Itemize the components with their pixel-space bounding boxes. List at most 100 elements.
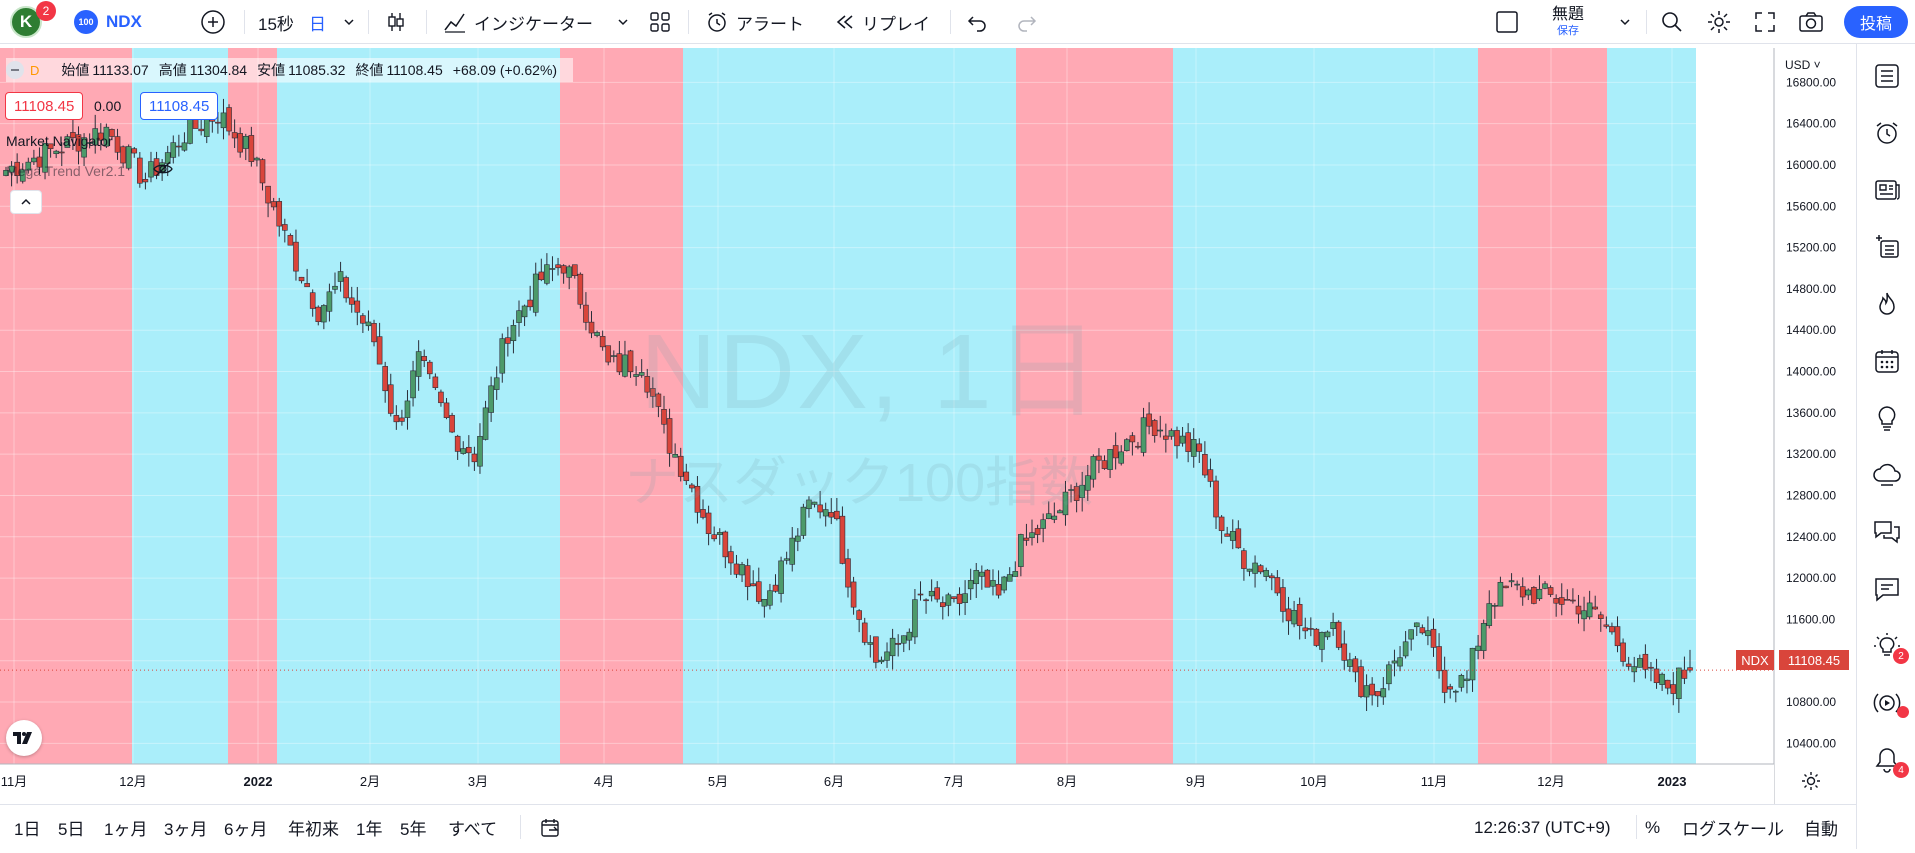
collapse-legend-icon[interactable] [6,61,24,79]
candle-body [421,356,428,361]
hidden-eye-icon[interactable] [152,160,174,183]
collapse-indicators-button[interactable] [10,190,42,214]
candle-body [1458,675,1465,688]
range-button[interactable]: 5日 [58,820,85,839]
candle-body [376,336,383,365]
candle-body [538,271,545,281]
candle-body [198,128,204,132]
currency-label[interactable]: USD ˅ [1785,58,1821,72]
settings-button[interactable] [1706,0,1732,44]
chats-button[interactable] [1872,517,1902,547]
candle-body [1508,580,1515,583]
fullscreen-button[interactable] [1754,0,1776,44]
candle-body [510,325,517,342]
candle-body [1581,610,1587,620]
layout-dropdown[interactable] [1618,0,1632,44]
candle-body [644,376,651,393]
search-button[interactable] [1660,0,1684,44]
range-button[interactable]: 3ヶ月 [164,820,208,839]
compare-add-button[interactable] [200,0,226,44]
layout-name-button[interactable]: 無題 保存 [1552,0,1584,44]
trend-zone [132,48,228,764]
indicator-market-navigator[interactable]: Market Navigator [6,133,113,149]
range-button[interactable]: 1年 [356,820,383,839]
delayed-data-badge[interactable]: D [30,62,40,78]
price-tick-label: 12400.00 [1786,530,1836,544]
undo-button[interactable] [966,0,988,44]
news-button[interactable] [1872,175,1902,205]
redo-button[interactable] [1016,0,1038,44]
clock-timezone[interactable]: 12:26:37 (UTC+9) [1474,817,1611,837]
time-tick-label: 8月 [1057,774,1077,789]
candle-body [477,436,483,467]
idea-notifications-button[interactable] [1872,631,1902,661]
fullscreen-icon [1755,12,1775,32]
ideas-button[interactable] [1872,403,1902,433]
range-button[interactable]: 5年 [400,820,427,839]
chart-type-button[interactable] [384,0,408,44]
messages-button[interactable] [1872,574,1902,604]
publish-button[interactable]: 投稿 [1844,6,1908,38]
goto-date-button[interactable] [540,805,562,850]
watchlist-button[interactable] [1872,61,1902,91]
bottom-toolbar: 1日 5日 1ヶ月 3ヶ月 6ヶ月 年初来 1年 5年 すべて 12:26:37 (UTC+9)… [0,804,1856,849]
calendar-button[interactable] [1872,346,1902,376]
description-watermark: ナスダック100指数 [625,453,1094,513]
sell-price-pill[interactable]: 11108.45 [5,92,84,120]
candle-body [677,455,684,477]
time-scale-settings-button[interactable] [1800,770,1822,797]
candle-body [795,535,801,542]
candle-body [1246,568,1253,572]
hotlists-button[interactable] [1872,289,1902,319]
streams-button[interactable] [1872,460,1902,490]
candle-body [1413,622,1420,628]
object-tree-button[interactable] [1872,232,1902,262]
interval-dropdown[interactable] [342,0,356,44]
toolbar-divider [950,10,951,34]
indicators-dropdown[interactable] [616,0,630,44]
candle-body [1531,587,1537,604]
interval-day-button[interactable]: 日 [309,14,326,34]
range-button[interactable]: 1ヶ月 [104,820,148,839]
candle-body [744,565,751,587]
candle-body [711,534,717,540]
price-chart[interactable]: 16800.00 16400.00 16000.00 15600.00 15200.00… [0,48,1856,848]
rewind-icon [836,15,853,29]
notifications-button[interactable] [1872,745,1902,775]
camera-icon [1799,12,1823,32]
candle-body [733,563,740,575]
price-tick-label: 16400.00 [1786,117,1836,131]
candle-body [1296,604,1303,627]
close-value: 11108.45 [386,62,443,78]
range-button[interactable]: 年初来 [288,820,339,839]
snapshot-button[interactable] [1798,0,1824,44]
candle-body [1620,642,1626,662]
range-button[interactable]: 1日 [14,820,41,839]
auto-scale-toggle[interactable]: 自動 [1804,820,1838,839]
tradingview-logo[interactable] [6,720,42,756]
chart-pane[interactable]: 16800.00 16400.00 16000.00 15600.00 15200.00… [0,48,1856,848]
candle-body [566,266,572,278]
candle-body [616,353,623,373]
interval-15s-button[interactable]: 15秒 [258,14,294,34]
replay-button[interactable]: リプレイ [834,0,930,44]
log-scale-toggle[interactable]: ログスケール [1682,820,1784,839]
spread-value: 0.00 [94,98,122,114]
candle-body [1642,653,1649,670]
buy-price-pill[interactable]: 11108.45 [140,92,219,120]
candle-body [750,583,757,587]
alerts-panel-button[interactable] [1872,118,1902,148]
candle-body [460,448,467,454]
live-stream-button[interactable] [1872,688,1902,718]
candle-body [845,558,851,588]
percent-toggle[interactable]: % [1645,817,1661,837]
indicator-mega-trend[interactable]: Mega Trend Ver2.1 [6,163,126,179]
range-button[interactable]: 6ヶ月 [224,820,268,839]
ohlc-legend: D 始値 11133.07 高値 11304.84 安値 11085.32 終値 111… [6,58,574,82]
alert-button[interactable]: アラート [704,0,804,44]
range-button[interactable]: すべて [448,820,498,839]
symbol-search-button[interactable]: 100 NDX [74,0,142,44]
layout-toggle-button[interactable] [1494,0,1520,44]
indicators-button[interactable]: インジケーター [442,0,593,44]
layouts-button[interactable] [648,0,672,44]
